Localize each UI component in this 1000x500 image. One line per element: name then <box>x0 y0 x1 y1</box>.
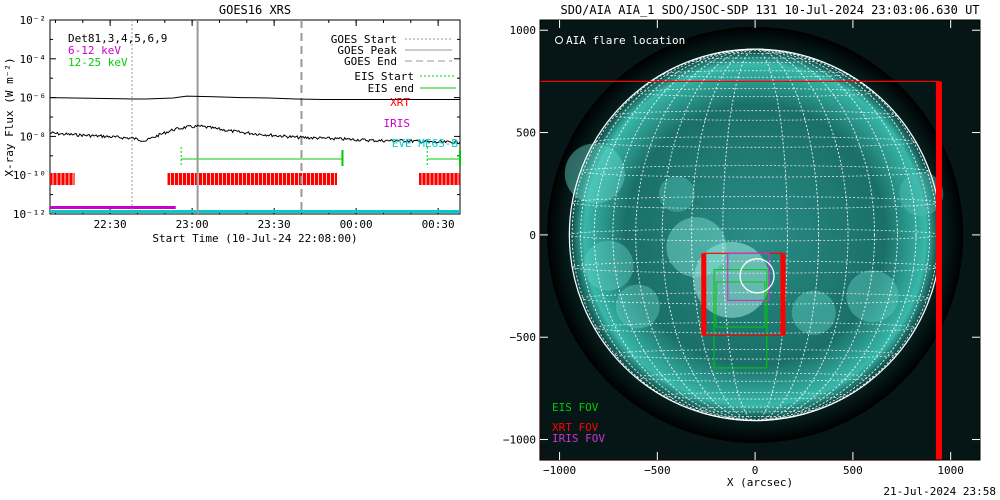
aia-frame <box>539 19 981 461</box>
xrs-ytick-label: 10⁻⁸ <box>20 130 47 143</box>
legend-detectors: Det81,3,4,5,6,9 <box>68 32 167 45</box>
aia-panel: SDO/AIA AIA_1 SDO/JSOC-SDP 131 10-Jul-20… <box>503 3 981 489</box>
flare-location-marker <box>739 258 775 294</box>
aia-heliographic-grid <box>568 48 942 422</box>
solar-disk <box>569 49 941 421</box>
aia-xtick-label: 0 <box>752 464 759 477</box>
legend-goes-start: GOES Start <box>331 33 397 46</box>
xrs-ytick-label: 10⁻⁴ <box>20 53 47 66</box>
iris-fov <box>727 252 770 301</box>
goes-short-series <box>49 124 461 145</box>
aia-xtick-label: 1000 <box>937 464 964 477</box>
xrs-xtick-label: 23:30 <box>258 218 291 231</box>
legend-xrt: XRT <box>390 96 410 109</box>
aia-xtick-label: −500 <box>644 464 671 477</box>
legend-eis-end: EIS end <box>368 82 414 95</box>
legend-12-25kev: 12-25 keV <box>68 56 128 69</box>
legend-iris: IRIS <box>384 117 411 130</box>
xrs-ytick-label: 10⁻⁶ <box>20 92 47 105</box>
xrs-goes-markers <box>131 20 303 214</box>
goes-long-series <box>49 95 460 100</box>
longitude-line <box>635 48 875 422</box>
xrs-ytick-label: 10⁻¹⁰ <box>13 169 46 182</box>
active-region <box>791 290 836 335</box>
xrt-fov-large-edge <box>935 81 942 460</box>
aia-title: SDO/AIA AIA_1 SDO/JSOC-SDP 131 10-Jul-20… <box>560 3 979 17</box>
xrs-title: GOES16 XRS <box>219 3 291 17</box>
active-region <box>615 284 660 329</box>
xrs-xtick-label: 00:00 <box>340 218 373 231</box>
xrt-interval <box>167 173 337 185</box>
aia-ytick-label: 1000 <box>510 24 537 37</box>
aia-xlabel: X (arcsec) <box>727 476 793 489</box>
active-region <box>583 240 634 291</box>
legend-goes-peak: GOES Peak <box>337 44 397 57</box>
flare-location-legend-icon <box>555 36 563 44</box>
aia-ytick-label: −500 <box>510 331 537 344</box>
xrs-legend-left: Det81,3,4,5,6,9 6-12 keV 12-25 keV <box>68 32 167 69</box>
active-region <box>658 175 695 212</box>
active-region <box>899 171 944 216</box>
eis-fov-1 <box>713 269 768 369</box>
xrs-ytick-label: 10⁻¹² <box>13 208 46 221</box>
active-region <box>666 217 727 278</box>
iris-fov-label: IRIS FOV <box>552 432 605 445</box>
aia-ytick-label: 0 <box>529 229 536 242</box>
xrs-legend-right: GOES Start GOES Peak GOES End EIS Start … <box>331 33 459 150</box>
xrs-xtick-label: 23:00 <box>176 218 209 231</box>
aia-y-axis: 1000 500 0 −500 −1000 <box>503 24 980 447</box>
aia-sun <box>547 26 964 443</box>
iris-interval <box>50 206 176 209</box>
xrs-xtick-label: 22:30 <box>94 218 127 231</box>
longitude-line <box>691 48 820 422</box>
active-region <box>564 143 625 204</box>
xrs-y-axis: 10⁻¹² 10⁻¹⁰ 10⁻⁸ 10⁻⁶ 10⁻⁴ 10⁻² <box>13 14 460 221</box>
active-region <box>846 270 899 323</box>
legend-6-12kev: 6-12 keV <box>68 44 121 57</box>
aia-xtick-label: 500 <box>843 464 863 477</box>
aia-xtick-label: −1000 <box>543 464 576 477</box>
xrs-ylabel: X-ray Flux (W m⁻²) <box>3 57 16 176</box>
xrs-xlabel: Start Time (10-Jul-24 22:08:00) <box>152 232 357 245</box>
eis-fov-2 <box>715 281 766 328</box>
aia-ytick-label: 500 <box>516 127 536 140</box>
aia-ytick-label: −1000 <box>503 434 536 447</box>
legend-eve: EVE MEGS-B <box>392 137 459 150</box>
xrt-fov-label: XRT FOV <box>552 421 599 434</box>
eis-fov-label: EIS FOV <box>552 401 599 414</box>
xrs-chart: GOES16 XRS X-ray Flux (W m⁻²) Start Time… <box>3 3 461 245</box>
xrt-fov-small-right-edge <box>780 253 786 336</box>
legend-eis-start: EIS Start <box>354 70 414 83</box>
footer-timestamp: 21-Jul-2024 23:58 <box>883 485 996 498</box>
xrs-observation-bands <box>50 147 461 213</box>
xrt-interval <box>50 173 75 185</box>
flare-location-legend-label: AIA flare location <box>566 34 685 47</box>
xrt-fov-small-left-edge <box>701 253 707 336</box>
legend-goes-end: GOES End <box>344 55 397 68</box>
eve-interval <box>50 210 460 213</box>
xrs-series <box>49 95 461 145</box>
xrs-ytick-label: 10⁻² <box>20 14 47 27</box>
xrs-xtick-label: 00:30 <box>422 218 455 231</box>
aia-x-axis: −1000 −500 0 500 1000 <box>543 20 964 477</box>
